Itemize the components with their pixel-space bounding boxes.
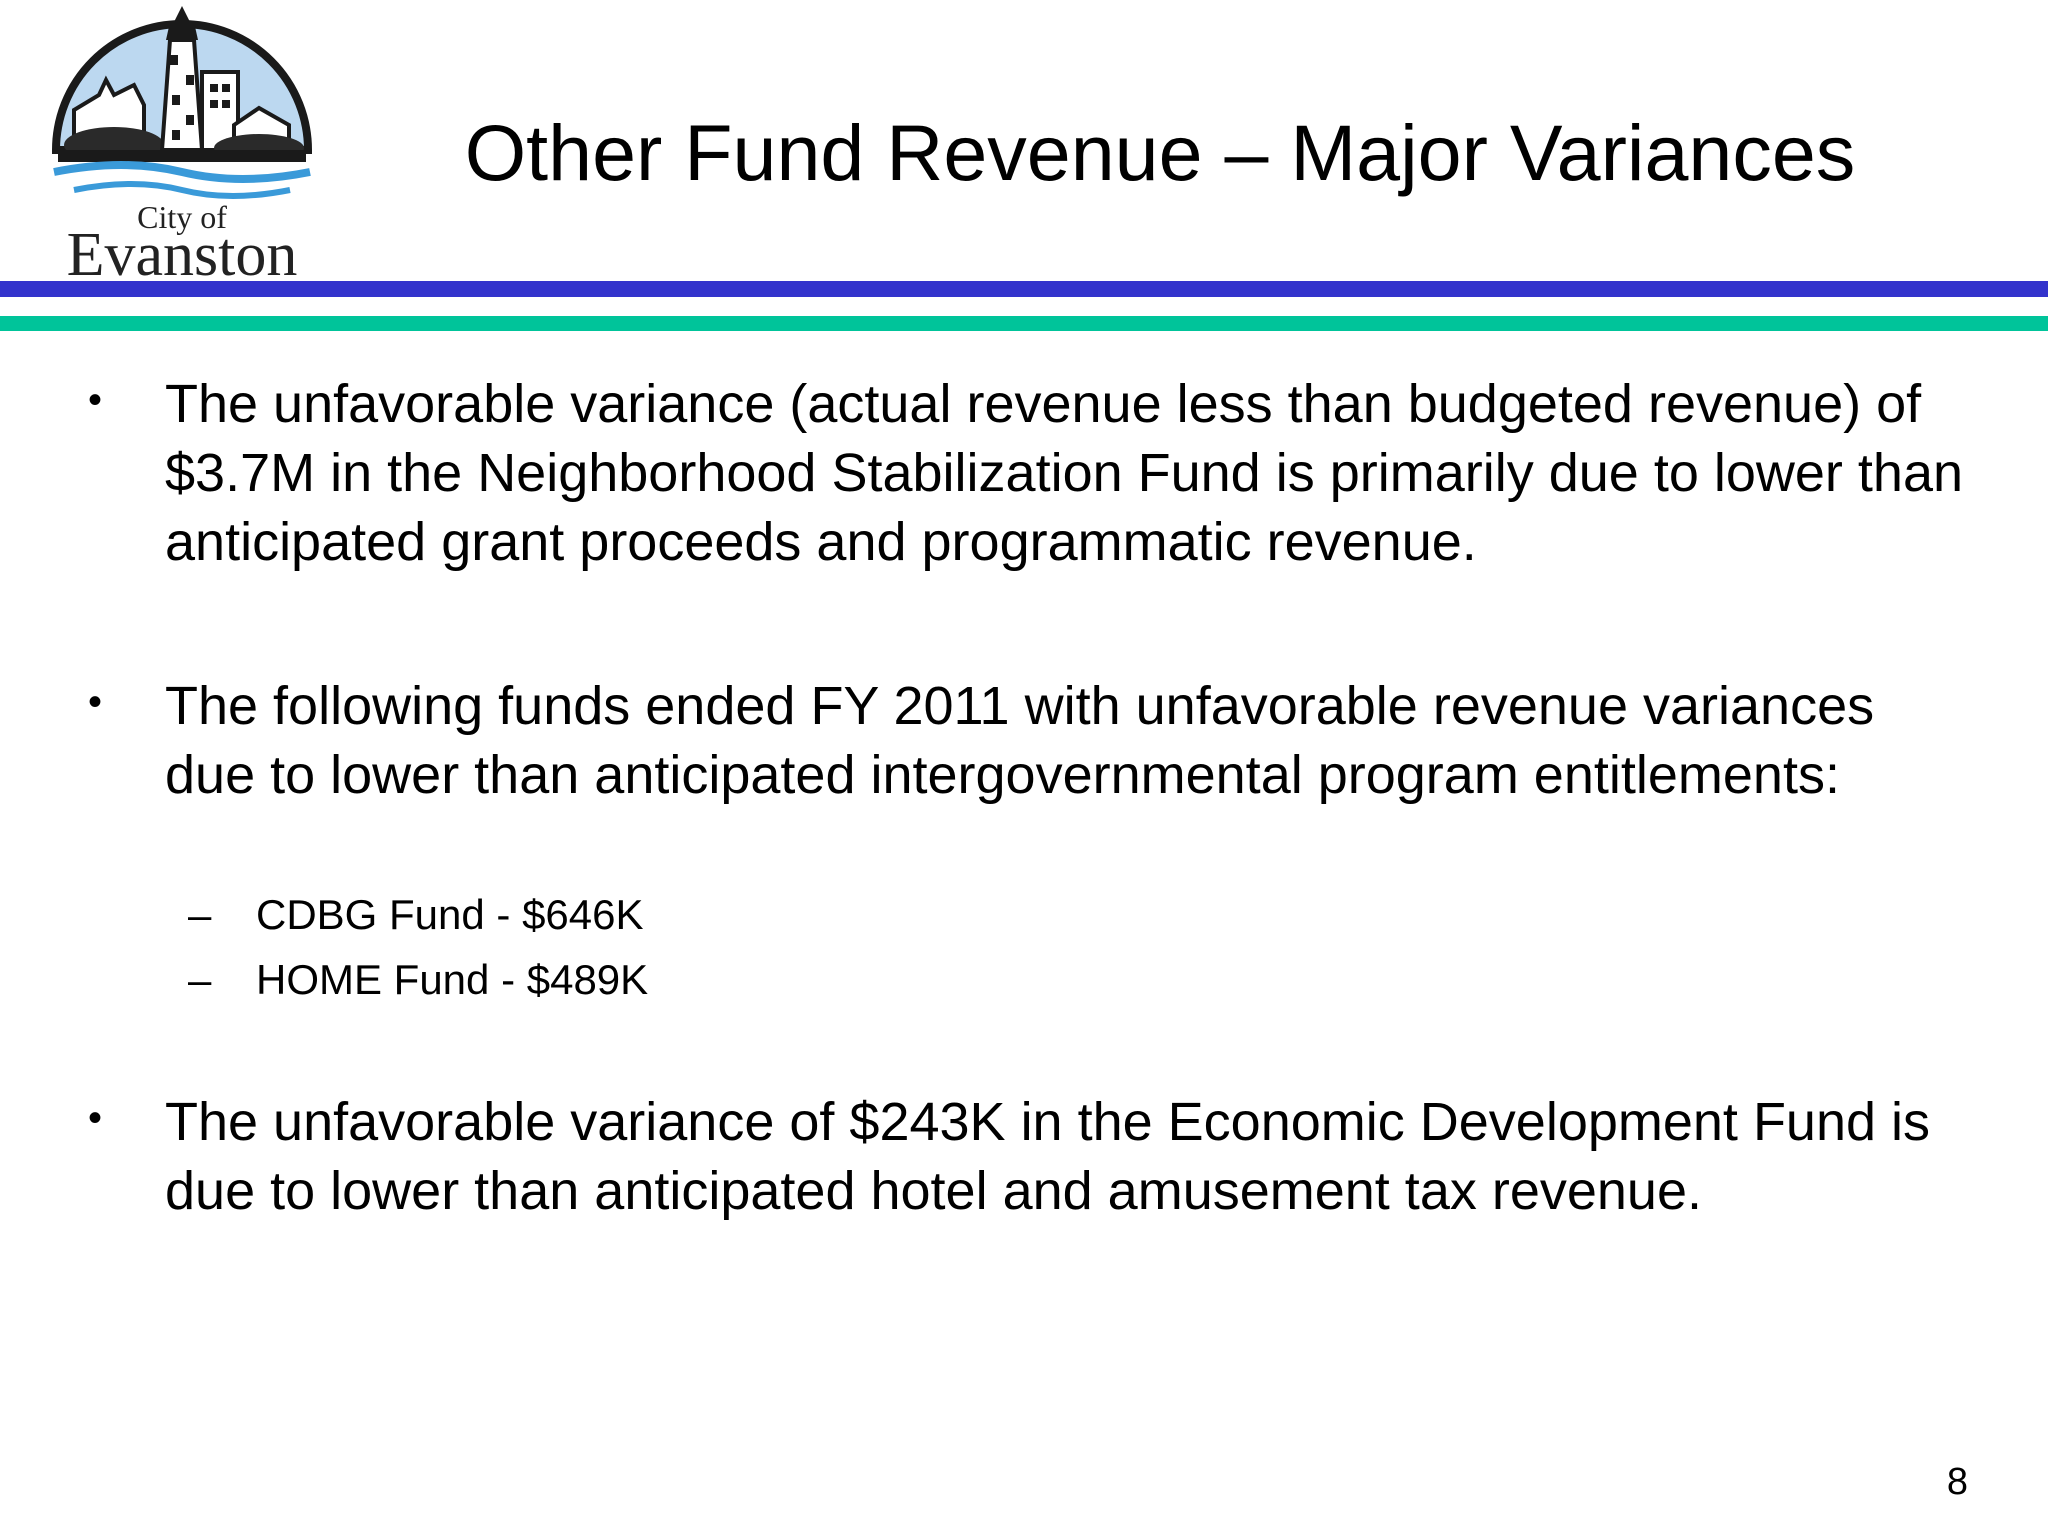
bullet-item-econ-dev-variance: The unfavorable variance of $243K in the… bbox=[165, 1092, 1931, 1221]
sub-bullet-marker: – bbox=[188, 956, 212, 1003]
lighthouse-emblem-icon bbox=[51, 6, 313, 199]
logo-evanston-text: Evanston bbox=[66, 221, 298, 289]
logo-city-of-text: City of bbox=[137, 199, 227, 235]
bullet-marker: • bbox=[88, 680, 103, 724]
slide-title: Other Fund Revenue – Major Variances bbox=[464, 108, 1856, 197]
bullet-item-funds-unfavorable: The following funds ended FY 2011 with u… bbox=[165, 676, 1875, 805]
sub-bullet-marker: – bbox=[188, 891, 212, 938]
bullet-marker: • bbox=[88, 378, 103, 422]
header-divider-blue bbox=[0, 281, 2048, 297]
sub-item-cdbg-fund: CDBG Fund - $646K bbox=[256, 891, 644, 938]
sub-item-home-fund: HOME Fund - $489K bbox=[256, 956, 649, 1003]
bullet-marker: • bbox=[88, 1096, 103, 1140]
bullet-item-nsf-variance: The unfavorable variance (actual revenue… bbox=[165, 374, 1964, 572]
header-divider-teal bbox=[0, 316, 2048, 331]
city-of-evanston-logo: City of Evanston bbox=[44, 0, 320, 286]
page-number: 8 bbox=[1946, 1461, 1968, 1503]
